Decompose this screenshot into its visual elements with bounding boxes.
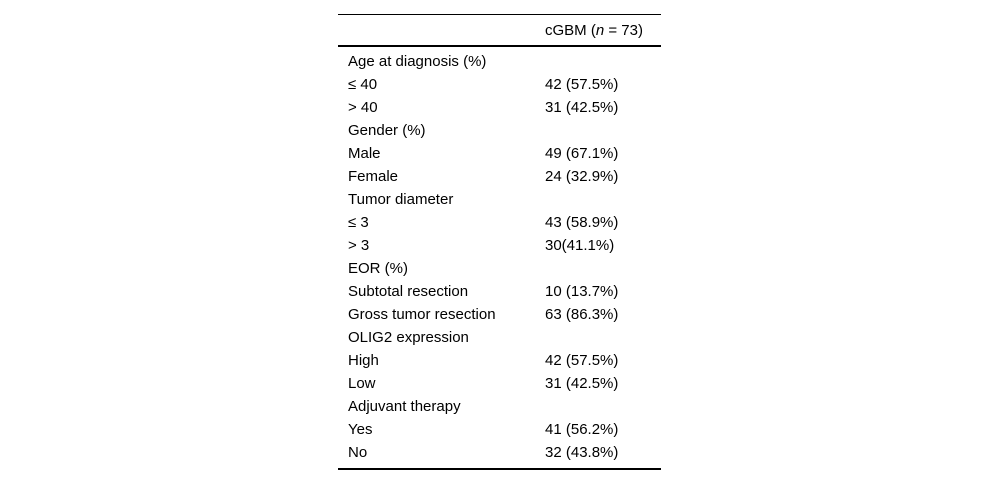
row-label: > 40 [348,99,378,116]
row-label: Yes [348,421,373,438]
table-section-row: EOR (%) [338,257,661,280]
row-label: EOR (%) [348,260,408,277]
table-section-row: Age at diagnosis (%) [338,50,661,73]
row-label: Gender (%) [348,122,426,139]
row-value: 31 (42.5%) [545,375,619,392]
table-top-rule [338,14,661,15]
row-value: 31 (42.5%) [545,99,619,116]
table-section-row: OLIG2 expression [338,326,661,349]
row-label: No [348,444,368,461]
table-header-row: cGBM (n = 73) [338,15,661,45]
row-value: 32 (43.8%) [545,444,619,461]
row-value: 42 (57.5%) [545,76,619,93]
table-row: Male 49 (67.1%) [338,142,661,165]
column-header-cgbm: cGBM (n = 73) [545,22,661,39]
row-value: 43 (58.9%) [545,214,619,231]
row-value: 10 (13.7%) [545,283,619,300]
header-text-pre: cGBM ( [545,21,596,39]
table-header-rule [338,45,661,47]
row-label: Low [348,375,376,392]
row-value: 63 (86.3%) [545,306,619,323]
header-n-italic: n [595,21,605,39]
table-section-row: Tumor diameter [338,188,661,211]
row-label: Adjuvant therapy [348,398,461,415]
table-row: > 3 30(41.1%) [338,234,661,257]
table-row: ≤ 3 43 (58.9%) [338,211,661,234]
table-section-row: Gender (%) [338,119,661,142]
row-value: 41 (56.2%) [545,421,619,438]
row-label: ≤ 3 [348,214,369,231]
row-label: Age at diagnosis (%) [348,53,487,70]
row-label: ≤ 40 [348,76,378,93]
row-label: Female [348,168,399,185]
table-row: Subtotal resection 10 (13.7%) [338,280,661,303]
row-value: 49 (67.1%) [545,145,619,162]
table-row: High 42 (57.5%) [338,349,661,372]
row-value: 42 (57.5%) [545,352,619,369]
table-body: Age at diagnosis (%) ≤ 40 42 (57.5%) > 40 31… [338,47,661,468]
table-row: Yes 41 (56.2%) [338,418,661,441]
table-row: Female 24 (32.9%) [338,165,661,188]
row-label: Tumor diameter [348,191,454,208]
table-bottom-rule [338,468,661,470]
row-label: > 3 [348,237,370,254]
table-row: Gross tumor resection 63 (86.3%) [338,303,661,326]
row-value: 30(41.1%) [545,237,615,254]
characteristics-table: cGBM (n = 73) Age at diagnosis (%) ≤ 40 42… [338,14,661,470]
table-row: No 32 (43.8%) [338,441,661,464]
row-label: Male [348,145,381,162]
table-section-row: Adjuvant therapy [338,395,661,418]
header-text-post: = 73) [604,21,643,39]
row-label: OLIG2 expression [348,329,469,346]
row-label: High [348,352,379,369]
row-value: 24 (32.9%) [545,168,619,185]
row-label: Subtotal resection [348,283,469,300]
table-row: ≤ 40 42 (57.5%) [338,73,661,96]
table-row: Low 31 (42.5%) [338,372,661,395]
row-label: Gross tumor resection [348,306,496,323]
table-row: > 40 31 (42.5%) [338,96,661,119]
